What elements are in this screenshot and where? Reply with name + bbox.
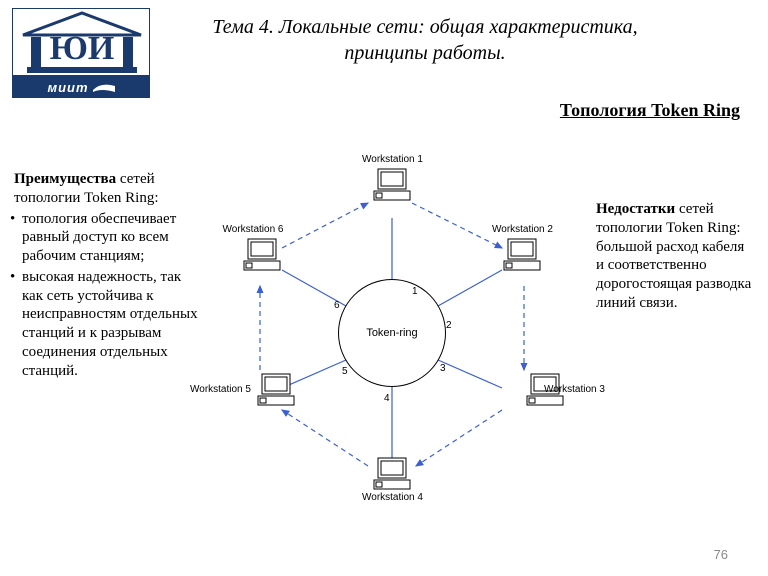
advantages-item: высокая надежность, так как сеть устойчи… bbox=[14, 268, 198, 381]
segment-label: 6 bbox=[334, 300, 340, 311]
segment-label: 2 bbox=[446, 320, 452, 331]
advantages-item: топология обеспечивает равный доступ ко … bbox=[14, 210, 198, 266]
workstation-node: Workstation 4 bbox=[362, 456, 422, 505]
workstation-label: Workstation 2 bbox=[492, 224, 552, 235]
disadvantages-lead-bold: Недостатки bbox=[596, 201, 675, 217]
workstation-node: Workstation 3 bbox=[500, 372, 590, 408]
workstation-label: Workstation 4 bbox=[362, 492, 422, 503]
disadvantages-body: большой расход кабеля и соответственно д… bbox=[596, 238, 756, 313]
page-number: 76 bbox=[714, 547, 728, 562]
logo-top: ЮИ bbox=[12, 8, 150, 76]
segment-label: 3 bbox=[440, 363, 446, 374]
segment-label: 4 bbox=[384, 393, 390, 404]
computer-icon bbox=[372, 167, 412, 203]
center-label: Token-ring bbox=[366, 327, 417, 339]
workstation-label: Workstation 1 bbox=[362, 154, 422, 165]
workstation-node: Workstation 6 bbox=[232, 224, 292, 273]
workstation-label: Workstation 5 bbox=[190, 384, 251, 395]
svg-text:ЮИ: ЮИ bbox=[50, 30, 115, 67]
computer-icon bbox=[502, 237, 542, 273]
workstation-node: Workstation 5 bbox=[198, 372, 298, 408]
workstation-label: Workstation 3 bbox=[544, 384, 605, 395]
computer-icon bbox=[372, 456, 412, 492]
logo-bottom: миит bbox=[12, 76, 150, 98]
computer-icon bbox=[242, 237, 282, 273]
token-ring-diagram: Token-ring Workstation 1 Workstation 2 W… bbox=[202, 148, 582, 508]
slide-title: Тема 4. Локальные сети: общая характерис… bbox=[190, 14, 660, 66]
institution-logo: ЮИ миит bbox=[12, 8, 150, 98]
segment-label: 5 bbox=[342, 366, 348, 377]
computer-icon bbox=[256, 372, 296, 408]
segment-label: 1 bbox=[412, 286, 418, 297]
advantages-block: Преимущества сетей топологии Token Ring:… bbox=[14, 170, 198, 382]
token-ring-center: Token-ring bbox=[338, 279, 446, 387]
workstation-label: Workstation 6 bbox=[214, 224, 292, 235]
advantages-lead-bold: Преимущества bbox=[14, 171, 116, 187]
advantages-list: топология обеспечивает равный доступ ко … bbox=[14, 210, 198, 381]
disadvantages-block: Недостатки сетей топологии Token Ring: б… bbox=[596, 200, 756, 313]
topology-heading: Топология Token Ring bbox=[560, 100, 740, 121]
workstation-node: Workstation 2 bbox=[492, 224, 552, 273]
logo-bottom-text: миит bbox=[47, 80, 88, 95]
workstation-node: Workstation 1 bbox=[362, 154, 422, 203]
